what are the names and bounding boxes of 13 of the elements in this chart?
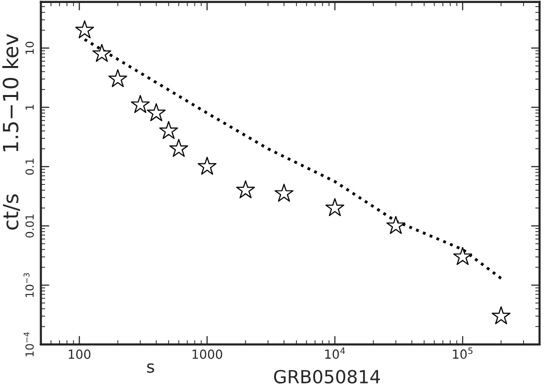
y-tick-label: 0.01	[25, 214, 34, 238]
x-tick-label: 1000	[192, 350, 222, 359]
x-tick-label: 10$^{5}$	[453, 348, 472, 359]
y-tick-label: 10$^{−4}$	[24, 332, 34, 356]
y-tick-label: 1	[26, 104, 34, 110]
x-tick-label: 100	[68, 350, 90, 359]
y-axis-title: ct/s 1.5−10 kev	[2, 34, 20, 230]
y-tick-label: 0.1	[25, 158, 34, 175]
x-axis-title: s	[147, 363, 154, 373]
y-tick-label: 10$^{−3}$	[24, 273, 34, 297]
x-tick-label: 10$^{4}$	[325, 348, 345, 359]
y-tick-label: 10	[25, 42, 34, 54]
text: GRB050814	[274, 370, 380, 384]
